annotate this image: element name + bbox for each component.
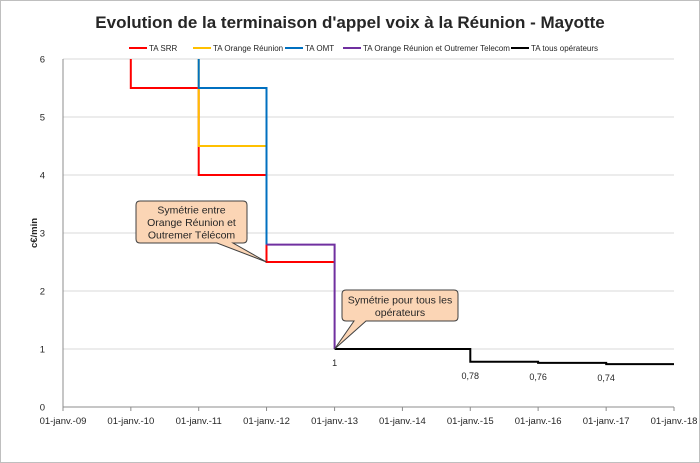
data-label: 0,76 bbox=[529, 372, 547, 382]
legend-entry: TA OMT bbox=[305, 44, 334, 53]
series-line-3 bbox=[197, 59, 268, 245]
y-tick-label: 5 bbox=[40, 113, 45, 124]
x-tick-labels: 01-janv.-09 01-janv.-10 01-janv.-11 01-janv… bbox=[40, 416, 698, 427]
legend: TA SRR TA Orange Réunion TA OMT TA Orange R… bbox=[129, 44, 598, 53]
x-tick-label: 01-janv.-13 bbox=[311, 416, 358, 427]
callout-text-line: Orange Réunion et bbox=[147, 217, 236, 229]
y-tick-label: 4 bbox=[40, 171, 45, 182]
y-tick-label: 3 bbox=[40, 229, 45, 240]
x-tick-label: 01-janv.-16 bbox=[515, 416, 562, 427]
x-tick-label: 01-janv.-11 bbox=[176, 416, 222, 427]
callout-text-line: Outremer Télécom bbox=[148, 230, 236, 242]
series-lines bbox=[129, 59, 674, 366]
legend-entry: TA tous opérateurs bbox=[531, 44, 598, 53]
x-tick-label: 01-janv.-09 bbox=[40, 416, 87, 427]
axes bbox=[62, 59, 675, 411]
y-tick-label: 1 bbox=[40, 345, 45, 356]
legend-entry: TA SRR bbox=[149, 44, 178, 53]
data-labels: 1 0,78 0,76 0,74 bbox=[332, 358, 615, 383]
y-tick-labels: 0 1 2 3 4 5 6 bbox=[40, 55, 45, 414]
data-label: 0,74 bbox=[597, 373, 615, 383]
callout-text-line: Symétrie entre bbox=[157, 205, 225, 217]
x-tick-label: 01-janv.-18 bbox=[651, 416, 698, 427]
y-tick-label: 2 bbox=[40, 287, 45, 298]
x-tick-label: 01-janv.-12 bbox=[243, 416, 290, 427]
chart-title: Evolution de la terminaison d'appel voix… bbox=[95, 13, 604, 32]
legend-entry: TA Orange Réunion bbox=[213, 44, 283, 53]
callout-shape bbox=[334, 289, 459, 350]
data-label: 1 bbox=[332, 358, 337, 368]
y-axis-label: c€/min bbox=[29, 218, 40, 248]
callout-text-line: opérateurs bbox=[375, 307, 425, 319]
callout-text-line: Symétrie pour tous les bbox=[348, 294, 452, 306]
x-tick-label: 01-janv.-14 bbox=[379, 416, 426, 427]
legend-entry: TA Orange Réunion et Outremer Telecom bbox=[363, 44, 510, 53]
x-tick-label: 01-janv.-17 bbox=[583, 416, 630, 427]
x-tick-label: 01-janv.-15 bbox=[447, 416, 494, 427]
series-line-5 bbox=[334, 348, 674, 366]
y-tick-label: 6 bbox=[40, 55, 45, 66]
data-label: 0,78 bbox=[462, 371, 480, 381]
x-tick-label: 01-janv.-10 bbox=[107, 416, 154, 427]
series-line-4 bbox=[266, 243, 336, 349]
y-tick-label: 0 bbox=[40, 403, 45, 414]
callout-shape bbox=[135, 200, 267, 263]
